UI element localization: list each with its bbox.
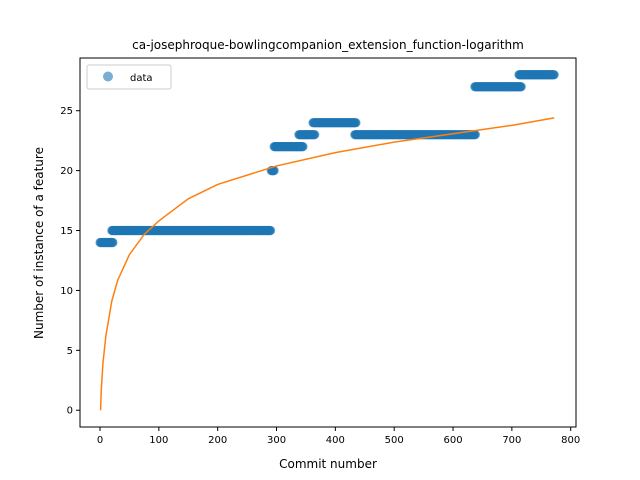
x-axis: 0 100 200 300 400 500 600 700 800 bbox=[97, 427, 580, 446]
logarithm-fit-line bbox=[99, 117, 555, 411]
x-tick-label: 400 bbox=[326, 435, 345, 446]
y-tick-label: 0 bbox=[67, 406, 73, 417]
data-point bbox=[266, 225, 276, 236]
data-point bbox=[549, 70, 559, 80]
data-layer bbox=[95, 70, 559, 248]
legend: data bbox=[86, 64, 172, 90]
y-axis: 0 5 10 15 20 25 bbox=[60, 106, 80, 417]
chart-title: ca-josephroque-bowlingcompanion_extensio… bbox=[132, 38, 524, 52]
data-point bbox=[108, 237, 118, 248]
y-tick-label: 20 bbox=[60, 166, 73, 177]
x-tick-label: 600 bbox=[443, 435, 462, 446]
fit-line-layer bbox=[99, 117, 555, 411]
data-point bbox=[351, 118, 361, 128]
y-tick-label: 10 bbox=[60, 286, 73, 297]
x-tick-label: 200 bbox=[208, 435, 227, 446]
data-point bbox=[310, 130, 320, 140]
x-tick-label: 700 bbox=[502, 435, 521, 446]
x-tick-label: 500 bbox=[385, 435, 404, 446]
y-tick-label: 15 bbox=[60, 226, 73, 237]
x-tick-label: 100 bbox=[149, 435, 168, 446]
data-point bbox=[516, 82, 526, 92]
legend-marker-data bbox=[103, 71, 113, 82]
y-axis-label: Number of instance of a feature bbox=[32, 147, 46, 339]
x-tick-label: 0 bbox=[97, 435, 103, 446]
y-tick-label: 5 bbox=[67, 346, 73, 357]
x-tick-label: 300 bbox=[267, 435, 286, 446]
data-point bbox=[470, 130, 480, 140]
y-tick-label: 25 bbox=[60, 106, 73, 117]
data-point bbox=[298, 142, 308, 152]
data-point bbox=[269, 166, 279, 176]
x-tick-label: 800 bbox=[561, 435, 580, 446]
legend-label-data: data bbox=[130, 73, 153, 84]
plot-area-frame bbox=[79, 57, 577, 428]
x-axis-label: Commit number bbox=[279, 457, 377, 471]
legend-frame bbox=[86, 64, 172, 90]
